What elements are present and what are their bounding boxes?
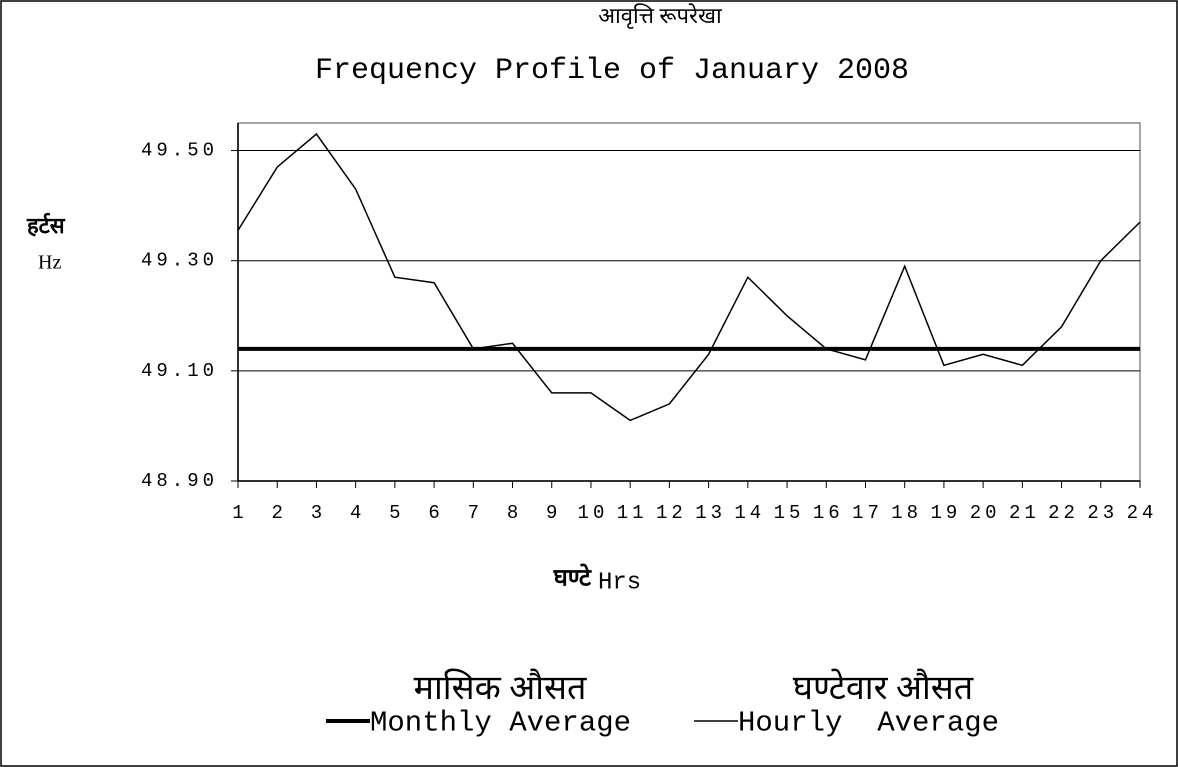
x-axis-label: Hrs	[598, 569, 641, 596]
x-tick-label: 11	[617, 502, 648, 524]
x-tick-label: 5	[389, 502, 404, 524]
y-tick-label: 49.30	[141, 250, 218, 272]
legend-label-hindi: घण्टेवार औसत	[793, 668, 974, 707]
x-tick-label: 9	[546, 502, 561, 524]
x-tick-label: 20	[970, 502, 1001, 524]
x-tick-label: 13	[695, 502, 726, 524]
y-tick-label: 48.90	[141, 470, 218, 492]
x-tick-label: 16	[813, 502, 844, 524]
x-tick-label: 4	[350, 502, 365, 524]
x-tick-label: 10	[578, 502, 609, 524]
series-line	[237, 132, 1141, 422]
x-tick-label: 24	[1127, 502, 1158, 524]
x-tick-label: 2	[272, 502, 287, 524]
x-tick-label: 21	[1009, 502, 1040, 524]
y-tick-label: 49.50	[141, 140, 218, 162]
x-tick-label: 22	[1048, 502, 1079, 524]
legend-label: Monthly Average	[370, 707, 631, 740]
x-tick-label: 23	[1087, 502, 1118, 524]
x-tick-label: 17	[852, 502, 883, 524]
y-tick-label: 49.10	[141, 360, 218, 382]
x-tick-label: 12	[656, 502, 687, 524]
x-tick-label: 1	[232, 502, 247, 524]
legend-label: Hourly Average	[738, 707, 999, 740]
y-axis-label-hindi: हर्टस	[26, 212, 66, 238]
x-tick-label: 15	[774, 502, 805, 524]
x-tick-label: 14	[734, 502, 765, 524]
x-tick-label: 7	[468, 502, 483, 524]
x-tick-label: 3	[311, 502, 326, 524]
x-tick-label: 18	[891, 502, 922, 524]
x-tick-label: 19	[931, 502, 962, 524]
x-tick-label: 6	[428, 502, 443, 524]
x-tick-label: 8	[507, 502, 522, 524]
x-axis-label-hindi: घण्टे	[553, 564, 592, 592]
chart-title: Frequency Profile of January 2008	[315, 54, 909, 88]
y-axis-label: Hz	[38, 252, 61, 274]
legend-label-hindi: मासिक औसत	[414, 668, 587, 707]
chart-title-hindi: आवृत्ति रूपरेखा	[598, 3, 722, 29]
